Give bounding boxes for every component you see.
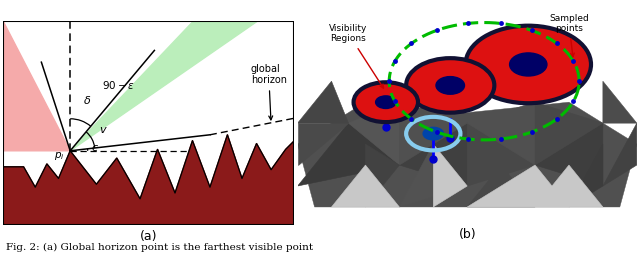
Circle shape <box>436 77 465 94</box>
Polygon shape <box>298 102 637 207</box>
Polygon shape <box>298 123 349 165</box>
Polygon shape <box>349 102 399 165</box>
Polygon shape <box>467 123 535 186</box>
Circle shape <box>408 59 493 112</box>
Polygon shape <box>332 165 399 207</box>
Circle shape <box>423 127 444 140</box>
Polygon shape <box>399 144 467 207</box>
Polygon shape <box>365 144 399 207</box>
Polygon shape <box>3 21 70 151</box>
Polygon shape <box>467 102 535 165</box>
Polygon shape <box>535 165 603 207</box>
Text: Visibility
Regions: Visibility Regions <box>330 24 383 88</box>
Polygon shape <box>70 21 294 151</box>
Text: Fig. 2: (a) Global horizon point is the farthest visible point: Fig. 2: (a) Global horizon point is the … <box>6 242 314 252</box>
Polygon shape <box>399 102 467 165</box>
Polygon shape <box>298 123 399 186</box>
Polygon shape <box>569 144 603 207</box>
Text: $c$: $c$ <box>91 143 99 153</box>
Text: (a): (a) <box>140 230 157 243</box>
Circle shape <box>355 83 417 121</box>
Polygon shape <box>399 123 467 186</box>
Circle shape <box>509 53 547 76</box>
Polygon shape <box>467 165 569 207</box>
Text: global
horizon: global horizon <box>251 64 287 120</box>
Polygon shape <box>603 123 637 186</box>
Polygon shape <box>535 102 603 165</box>
Polygon shape <box>298 81 349 123</box>
Polygon shape <box>70 21 257 151</box>
Polygon shape <box>535 123 603 186</box>
Text: Sampled
points: Sampled points <box>549 14 589 57</box>
Text: $v$: $v$ <box>99 125 108 135</box>
Circle shape <box>376 96 396 108</box>
Text: (b): (b) <box>458 228 476 241</box>
Polygon shape <box>3 135 294 225</box>
Polygon shape <box>433 144 467 207</box>
Text: $90-\epsilon$: $90-\epsilon$ <box>102 79 136 91</box>
Polygon shape <box>603 81 637 123</box>
Text: $p_i$: $p_i$ <box>54 150 65 162</box>
Text: $\delta$: $\delta$ <box>83 94 92 106</box>
Polygon shape <box>467 165 535 207</box>
Circle shape <box>467 27 589 102</box>
